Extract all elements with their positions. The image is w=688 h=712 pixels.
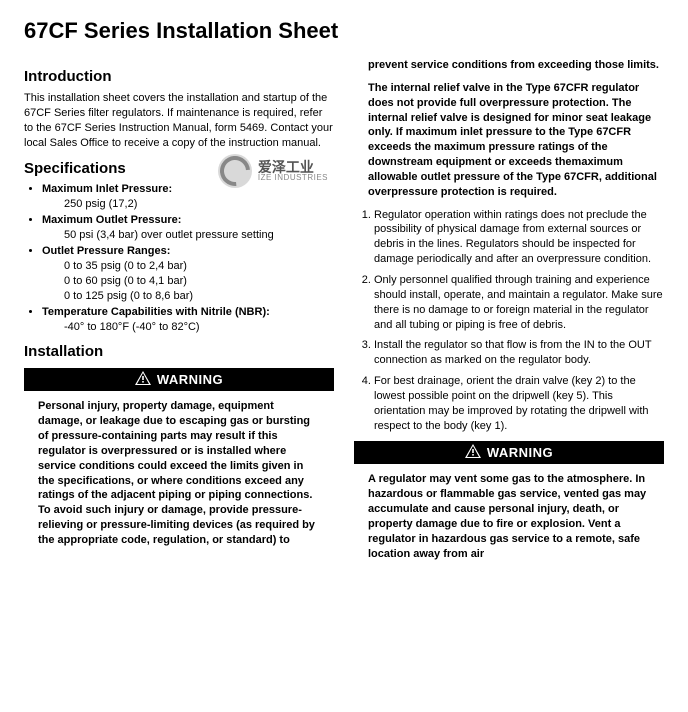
warning-body: Personal injury, property damage, equipm… [24, 399, 334, 547]
watermark-logo: 爱泽工业 IZE INDUSTRIES [218, 154, 328, 188]
install-step: Regulator operation within ratings does … [374, 208, 664, 267]
warning-continued-1: prevent service conditions from exceedin… [368, 58, 664, 73]
spec-item: Temperature Capabilities with Nitrile (N… [42, 306, 334, 333]
warning-body: A regulator may vent some gas to the atm… [354, 472, 664, 561]
spec-label: Maximum Inlet Pressure: [42, 183, 172, 195]
spec-label: Outlet Pressure Ranges: [42, 245, 170, 257]
intro-paragraph: This installation sheet covers the insta… [24, 91, 334, 150]
spec-item: Outlet Pressure Ranges: 0 to 35 psig (0 … [42, 245, 334, 302]
logo-en: IZE INDUSTRIES [258, 174, 328, 182]
install-step: Only personnel qualified through trainin… [374, 273, 664, 332]
spec-value: 250 psig (17,2) [64, 198, 334, 210]
warning-label: WARNING [487, 445, 553, 460]
warning-continued-2: The internal relief valve in the Type 67… [368, 81, 664, 200]
spec-value: 0 to 60 psig (0 to 4,1 bar) [64, 275, 334, 287]
spec-value: 50 psi (3,4 bar) over outlet pressure se… [64, 229, 334, 241]
spec-value: 0 to 35 psig (0 to 2,4 bar) [64, 260, 334, 272]
right-column: prevent service conditions from exceedin… [354, 58, 664, 561]
spec-label: Temperature Capabilities with Nitrile (N… [42, 306, 270, 318]
page-title: 67CF Series Installation Sheet [24, 18, 664, 44]
warning-icon [465, 444, 481, 461]
logo-icon [218, 154, 252, 188]
spec-item: Maximum Outlet Pressure: 50 psi (3,4 bar… [42, 214, 334, 241]
intro-heading: Introduction [24, 68, 334, 85]
warning-label: WARNING [157, 372, 223, 387]
warning-icon [135, 371, 151, 388]
install-step: Install the regulator so that flow is fr… [374, 338, 664, 368]
spec-heading-row: Specifications 爱泽工业 IZE INDUSTRIES [24, 160, 334, 177]
spec-value: -40° to 180°F (-40° to 82°C) [64, 321, 334, 333]
left-column: Introduction This installation sheet cov… [24, 58, 334, 561]
content-columns: Introduction This installation sheet cov… [24, 58, 664, 561]
install-step: For best drainage, orient the drain valv… [374, 374, 664, 433]
logo-text: 爱泽工业 IZE INDUSTRIES [258, 160, 328, 182]
warning-bar: WARNING [354, 441, 664, 464]
install-heading: Installation [24, 343, 334, 360]
logo-cn: 爱泽工业 [258, 160, 328, 174]
warning-bar: WARNING [24, 368, 334, 391]
spec-value: 0 to 125 psig (0 to 8,6 bar) [64, 290, 334, 302]
spec-list: Maximum Inlet Pressure: 250 psig (17,2) … [24, 183, 334, 333]
spec-label: Maximum Outlet Pressure: [42, 214, 181, 226]
install-steps: Regulator operation within ratings does … [354, 208, 664, 434]
